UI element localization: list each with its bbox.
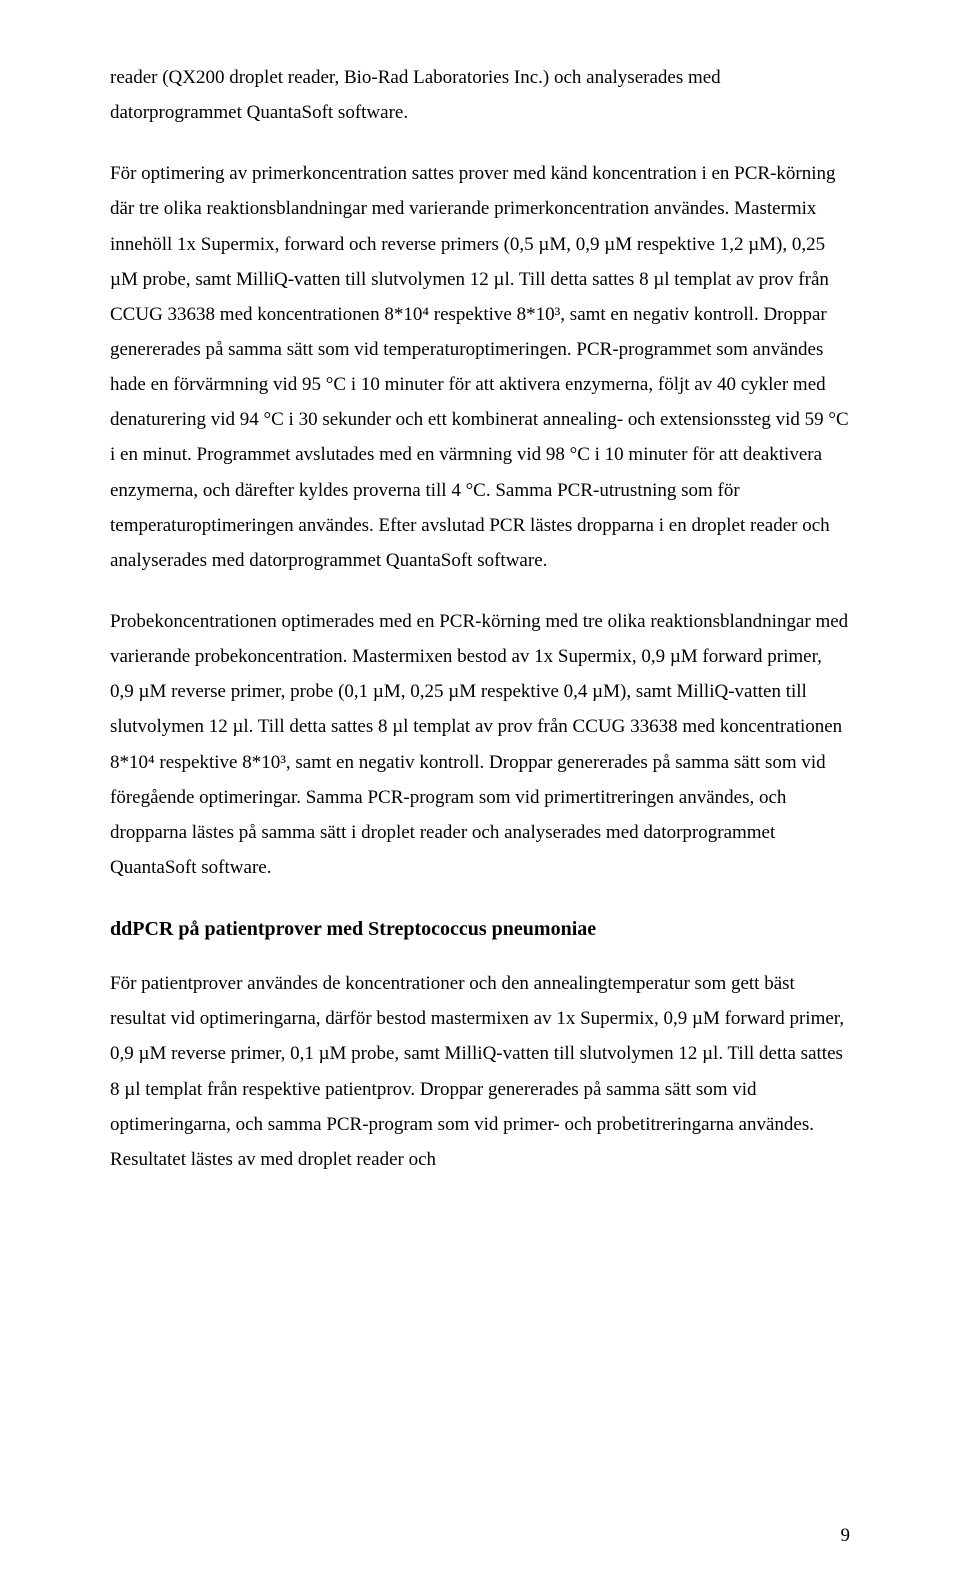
section-heading: ddPCR på patientprover med Streptococcus… [110, 911, 850, 948]
paragraph-1: reader (QX200 droplet reader, Bio-Rad La… [110, 60, 850, 130]
paragraph-3: Probekoncentrationen optimerades med en … [110, 604, 850, 885]
page-number: 9 [841, 1518, 851, 1553]
paragraph-4: För patientprover användes de koncentrat… [110, 966, 850, 1177]
page: reader (QX200 droplet reader, Bio-Rad La… [0, 0, 960, 1587]
paragraph-2: För optimering av primerkoncentration sa… [110, 156, 850, 578]
